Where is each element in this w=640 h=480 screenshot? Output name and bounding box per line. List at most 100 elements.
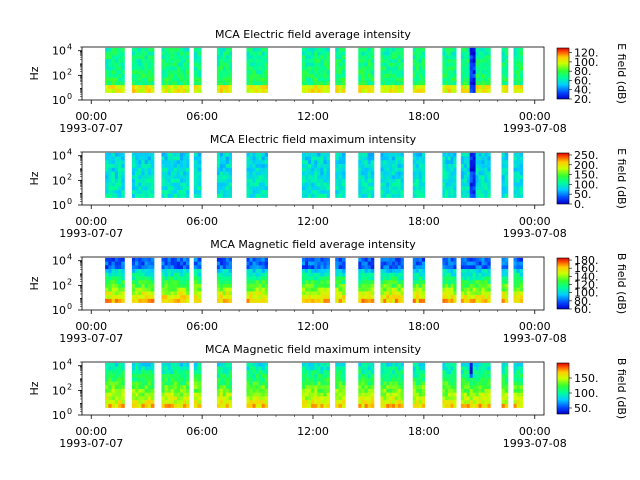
data-block [301, 47, 330, 93]
colorbar-label: E field (dB) [615, 148, 628, 209]
panel-2: MCA Electric field maximum intensity Hz 10… [28, 133, 628, 240]
y-tick-exponent: 2 [67, 67, 72, 76]
data-block [131, 152, 155, 198]
data-block [216, 152, 232, 198]
x-tick-label: 00:00 [519, 425, 551, 438]
data-block [335, 362, 346, 408]
data-block [335, 257, 346, 303]
panels-root: MCA Electric field average intensity Hz 10… [28, 28, 628, 450]
colorbar-tick-label: 120. [574, 279, 599, 292]
spectrogram-data [105, 257, 524, 303]
data-block [380, 257, 404, 303]
data-block [246, 257, 269, 303]
y-tick-exponent: 0 [67, 407, 72, 416]
x-tick-label: 18:00 [408, 425, 440, 438]
data-block [412, 362, 426, 408]
y-tick-exponent: 2 [67, 172, 72, 181]
colorbar-tick-label: 50. [574, 188, 592, 201]
colorbar-tick-label: 180. [574, 254, 599, 267]
colorbar-tick-label: 20. [574, 93, 592, 106]
data-block [216, 257, 232, 303]
data-block [193, 257, 202, 303]
y-tick-label: 10 [52, 174, 66, 187]
colorbar-tick-label: 100. [574, 56, 599, 69]
x-tick-label: 00:00 [519, 320, 551, 333]
x-tick-label: 06:00 [186, 425, 218, 438]
data-block [460, 47, 491, 93]
y-tick-exponent: 0 [67, 197, 72, 206]
y-tick-exponent: 4 [67, 43, 72, 52]
colorbar-tick-label: 100. [574, 387, 599, 400]
panel-title: MCA Magnetic field maximum intensity [205, 343, 421, 356]
x-tick-label: 12:00 [297, 110, 329, 123]
y-tick-label: 10 [52, 384, 66, 397]
y-tick-label: 10 [52, 45, 66, 58]
x-tick-label: 12:00 [297, 215, 329, 228]
colorbar-tick-label: 140. [574, 270, 599, 283]
data-block [193, 362, 202, 408]
data-block [301, 257, 330, 303]
y-axis-label: Hz [28, 276, 41, 290]
y-tick-label: 10 [52, 360, 66, 373]
colorbar-tick-label: 200. [574, 159, 599, 172]
colorbar-tick-label: 120. [574, 47, 599, 60]
data-block [460, 257, 491, 303]
x-tick-label: 06:00 [186, 320, 218, 333]
y-axis-label: Hz [28, 381, 41, 395]
x-tick-date: 1993-07-07 [59, 332, 123, 345]
data-block [412, 47, 426, 93]
data-block [412, 152, 426, 198]
data-block [501, 362, 509, 408]
colorbar-tick-label: 250. [574, 149, 599, 162]
x-tick-date: 1993-07-07 [59, 122, 123, 135]
data-block [161, 152, 190, 198]
x-tick-date: 1993-07-08 [503, 122, 567, 135]
data-block [358, 152, 375, 198]
x-tick-label: 00:00 [519, 215, 551, 228]
data-block [246, 47, 269, 93]
panel-title: MCA Electric field average intensity [215, 28, 411, 41]
data-block [513, 362, 524, 408]
data-block [301, 362, 330, 408]
panel-title: MCA Magnetic field average intensity [210, 238, 416, 251]
data-block [513, 47, 524, 93]
x-tick-label: 00:00 [519, 110, 551, 123]
data-block [131, 47, 155, 93]
data-block [161, 257, 190, 303]
data-block [246, 152, 269, 198]
x-tick-date: 1993-07-08 [503, 437, 567, 450]
x-tick-label: 18:00 [408, 110, 440, 123]
data-block [193, 152, 202, 198]
colorbar-scale [556, 362, 570, 415]
x-tick-date: 1993-07-07 [59, 437, 123, 450]
colorbar: 0.50.100.150.200.250. E field (dB) [556, 148, 628, 211]
colorbar-tick-label: 50. [574, 402, 592, 415]
panel-4: MCA Magnetic field maximum intensity Hz 10… [28, 343, 628, 450]
data-block [105, 47, 125, 93]
data-block [161, 47, 190, 93]
data-block [501, 257, 509, 303]
y-tick-exponent: 2 [67, 277, 72, 286]
spectrogram-data [105, 47, 524, 93]
data-block [380, 47, 404, 93]
data-block [412, 257, 426, 303]
x-tick-date: 1993-07-08 [503, 227, 567, 240]
data-block [442, 257, 457, 303]
x-tick-label: 12:00 [297, 425, 329, 438]
x-tick-date: 1993-07-07 [59, 227, 123, 240]
data-block [442, 362, 457, 408]
data-block [513, 257, 524, 303]
colorbar: 50. 100. 150. B field (dB) [556, 358, 628, 419]
colorbar-label: B field (dB) [615, 358, 628, 419]
data-block [358, 47, 375, 93]
colorbar-scale [556, 152, 570, 205]
y-tick-label: 10 [52, 409, 66, 422]
colorbar-tick-label: 60. [574, 74, 592, 87]
data-block [335, 47, 346, 93]
data-block [246, 362, 269, 408]
panel-1: MCA Electric field average intensity Hz 10… [28, 28, 628, 135]
data-block [380, 362, 404, 408]
x-tick-label: 06:00 [186, 110, 218, 123]
y-tick-exponent: 0 [67, 92, 72, 101]
